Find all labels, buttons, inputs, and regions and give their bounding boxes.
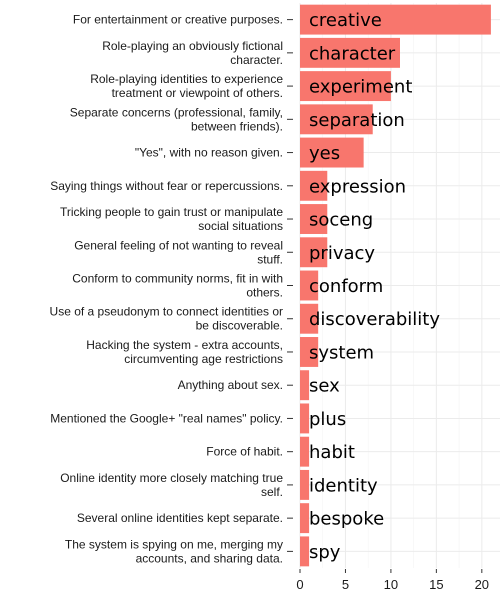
- category-label: character.: [230, 53, 283, 67]
- category-label: Conform to community norms, fit in with: [72, 272, 283, 286]
- category-label: Role-playing identities to experience: [90, 72, 283, 86]
- bar-label: sex: [309, 376, 340, 397]
- category-label: The system is spying on me, merging my: [65, 537, 283, 551]
- bar: [300, 204, 328, 234]
- category-label: Tricking people to gain trust or manipul…: [60, 205, 283, 219]
- x-tick-label: 0: [296, 577, 303, 592]
- x-tick-label: 20: [475, 577, 489, 592]
- bar-label: separation: [309, 110, 405, 131]
- category-label: Use of a pseudonym to connect identities…: [50, 305, 283, 319]
- x-axis: 0 5 10 15 20: [287, 19, 489, 592]
- bar: [300, 4, 491, 35]
- bar-label: creative: [309, 10, 382, 31]
- bar: [300, 337, 319, 367]
- bar-label: privacy: [309, 243, 375, 264]
- bar-label: plus: [309, 409, 346, 430]
- bar: [300, 469, 310, 500]
- bar: [300, 104, 373, 135]
- category-label: Force of habit.: [206, 445, 283, 459]
- x-tick-label: 5: [342, 577, 349, 592]
- category-label: Separate concerns (professional, family,: [70, 105, 283, 119]
- bar-label: experiment: [309, 77, 412, 98]
- category-label: Role-playing an obviously fictional: [102, 39, 283, 53]
- category-label: others.: [246, 286, 283, 300]
- category-label: Anything about sex.: [178, 378, 283, 392]
- category-label: Hacking the system - extra accounts,: [86, 338, 283, 352]
- bar: [300, 137, 364, 168]
- x-tick-label: 15: [429, 577, 443, 592]
- bar-label: discoverability: [309, 309, 440, 330]
- bar: [300, 303, 319, 334]
- bar-label: soceng: [309, 210, 373, 231]
- category-label: Several online identities kept separate.: [77, 511, 283, 525]
- category-label: stuff.: [257, 252, 283, 266]
- bar: [300, 436, 310, 467]
- category-label: social situations: [198, 219, 283, 233]
- bar-labels: creative character experiment separation yes…: [309, 10, 440, 563]
- bar: [300, 503, 310, 534]
- category-label: General feeling of not wanting to reveal: [74, 238, 283, 252]
- category-label: between friends).: [191, 119, 283, 133]
- category-label: For entertainment or creative purposes.: [73, 13, 283, 27]
- bar-label: yes: [309, 143, 340, 164]
- category-label: Saying things without fear or repercussi…: [50, 179, 283, 193]
- bar-label: conform: [309, 276, 383, 297]
- bar: [300, 270, 319, 301]
- category-labels: For entertainment or creative purposes. R…: [50, 13, 284, 566]
- category-label: Online identity more closely matching tr…: [60, 471, 283, 485]
- bar: [300, 403, 310, 434]
- bar: [300, 370, 310, 401]
- category-label: be discoverable.: [196, 319, 283, 333]
- category-label: self.: [261, 485, 283, 499]
- x-tick-label: 10: [384, 577, 398, 592]
- category-label: accounts, and sharing data.: [136, 551, 283, 565]
- category-label: "Yes", with no reason given.: [135, 146, 283, 160]
- bar-label: habit: [309, 442, 355, 463]
- bar-label: expression: [309, 176, 406, 197]
- bar: [300, 37, 400, 68]
- bar-label: system: [309, 342, 374, 363]
- bar: [300, 71, 391, 102]
- category-label: Mentioned the Google+ "real names" polic…: [50, 411, 283, 425]
- category-label: treatment or viewpoint of others.: [112, 86, 283, 100]
- bar-label: identity: [309, 475, 378, 496]
- bar-label: character: [309, 43, 396, 64]
- bar: [300, 536, 310, 567]
- bar: [300, 237, 328, 268]
- bar: [300, 170, 328, 201]
- bars: [300, 4, 491, 567]
- bar-label: spy: [309, 542, 341, 563]
- bar-label: bespoke: [309, 509, 384, 530]
- category-label: circumventing age restrictions: [124, 352, 283, 366]
